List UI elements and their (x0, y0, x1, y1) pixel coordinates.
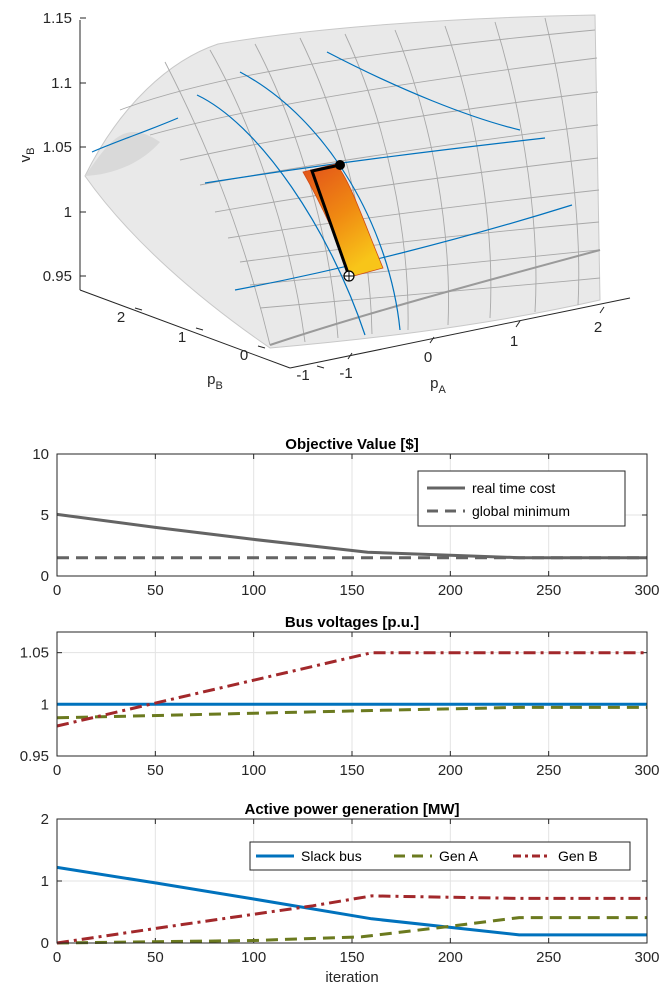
y-tick-label: 0.95 (20, 748, 49, 765)
legend-label: Gen B (558, 848, 598, 864)
x-tick-mark (429, 336, 435, 344)
x-tick-label: 100 (241, 949, 266, 966)
y-tick-mark (134, 307, 143, 311)
y-tick-label: 0 (240, 347, 248, 364)
z-tick-label: 1 (64, 204, 72, 221)
z-tick-label: 1.05 (43, 139, 72, 156)
y-tick-label: 5 (41, 507, 49, 524)
surface-plot: 0.95 1 1.05 1.1 1.15 -1 0 1 2 -1 0 1 2 vB pA pB (17, 10, 631, 396)
contour-line (326, 51, 521, 131)
active-power-panel: 0 50 100 150 200 250 300 0 1 2 Active power genera… (41, 801, 660, 986)
x-tick-label: 0 (53, 762, 61, 779)
x-tick-label: 2 (594, 319, 602, 336)
optimization-trajectory (310, 163, 351, 277)
legend: Slack bus Gen A Gen B (249, 841, 631, 871)
y-axis-label: pB (207, 371, 223, 392)
x-axis-label: pA (430, 375, 446, 396)
series-line-slack-bus (56, 865, 647, 937)
surface-mesh (119, 17, 601, 346)
panel-title: Objective Value [$] (285, 436, 418, 453)
y-axis-line (79, 289, 291, 369)
contour-line (204, 137, 546, 184)
legend-label: Slack bus (301, 848, 362, 864)
y-tick-label: 2 (41, 811, 49, 828)
contour-line (196, 94, 366, 336)
x-tick-mark (347, 352, 353, 360)
y-tick-label: 10 (32, 446, 49, 463)
surface-edge (85, 131, 160, 176)
legend-label: real time cost (472, 480, 555, 496)
x-tick-label: 50 (147, 949, 164, 966)
z-ticks: 0.95 1 1.05 1.1 1.15 (43, 10, 86, 285)
legend-box (249, 841, 631, 871)
x-tick-label: 0 (53, 949, 61, 966)
x-axis-line (289, 297, 631, 369)
trajectory-end-marker (335, 160, 345, 170)
y-tick-label: 0 (41, 568, 49, 585)
x-tick-label: 200 (438, 582, 463, 599)
z-tick-label: 0.95 (43, 268, 72, 285)
x-tick-label: 150 (339, 949, 364, 966)
y-tick-label: 0 (41, 935, 49, 952)
y-tick-label: -1 (296, 367, 309, 384)
contour-line (91, 117, 179, 153)
x-tick-label: 300 (634, 762, 659, 779)
x-tick-label: 250 (536, 762, 561, 779)
y-tick-label: 1 (41, 873, 49, 890)
x-tick-label: 50 (147, 762, 164, 779)
x-tick-label: 0 (53, 582, 61, 599)
z-tick-label: 1.15 (43, 10, 72, 27)
y-tick-mark (316, 365, 325, 369)
x-tick-label: 150 (339, 762, 364, 779)
axes-frame (56, 631, 648, 757)
legend: real time cost global minimum (417, 470, 626, 527)
surface-base-curve (269, 249, 601, 346)
x-tick-label: 100 (241, 582, 266, 599)
y-tick-label: 1.05 (20, 645, 49, 662)
y-ticks-3d: -1 0 1 2 (117, 307, 325, 384)
x-tick-label: 1 (510, 333, 518, 350)
x-tick-label: 50 (147, 582, 164, 599)
x-tick-label: 250 (536, 582, 561, 599)
y-tick-label: 1 (41, 696, 49, 713)
x-tick-mark (515, 320, 521, 328)
x-ticks-3d: -1 0 1 2 (339, 306, 605, 382)
series-line-1 (56, 705, 647, 720)
legend-label: Gen A (439, 848, 479, 864)
z-tick-label: 1.1 (51, 75, 72, 92)
x-tick-label: 150 (339, 582, 364, 599)
x-tick-label: 200 (438, 949, 463, 966)
x-tick-mark (599, 306, 605, 314)
z-axis-label: vB (17, 148, 37, 163)
axes-frame (56, 818, 648, 944)
series-line-2 (56, 651, 647, 728)
feasible-region (302, 163, 384, 278)
x-axis-label: iteration (325, 969, 378, 986)
panel-title: Bus voltages [p.u.] (285, 614, 419, 631)
x-tick-label: 250 (536, 949, 561, 966)
constraint-contours (91, 51, 573, 336)
legend-label: global minimum (472, 503, 570, 519)
x-tick-label: 300 (634, 582, 659, 599)
bus-voltages-panel: 0 50 100 150 200 250 300 0.95 1 1.05 Bus voltages … (20, 614, 660, 779)
y-tick-mark (257, 345, 266, 349)
x-tick-label: 100 (241, 762, 266, 779)
x-tick-label: 300 (634, 949, 659, 966)
series-line-gen-a (56, 916, 647, 945)
y-tick-mark (195, 327, 204, 331)
legend-box (417, 470, 626, 527)
x-tick-label: 200 (438, 762, 463, 779)
panel-title: Active power generation [MW] (244, 801, 459, 818)
y-tick-label: 2 (117, 309, 125, 326)
contour-line (234, 204, 573, 291)
y-tick-label: 1 (178, 329, 186, 346)
x-tick-label: -1 (339, 365, 352, 382)
axes-frame (56, 453, 648, 577)
objective-panel: 0 50 100 150 200 250 300 0 5 10 Objective Value [$… (32, 436, 659, 599)
contour-line (239, 71, 401, 331)
x-tick-label: 0 (424, 349, 432, 366)
